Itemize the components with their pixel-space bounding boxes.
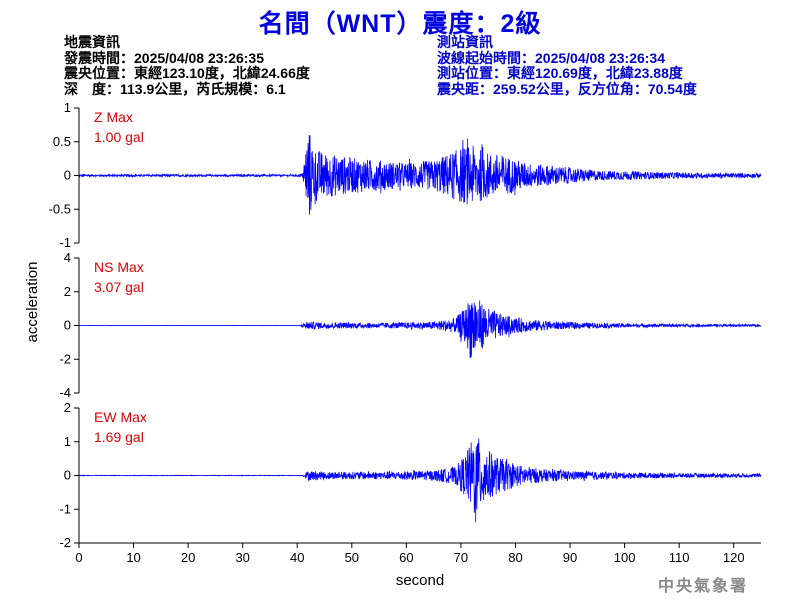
x-tick-label: 30 xyxy=(235,550,249,565)
epicenter-text: 震央位置：東經123.10度，北緯24.66度 xyxy=(64,65,310,81)
earthquake-info-heading: 地震資訊 xyxy=(64,34,120,50)
chart-title: 名間（WNT）震度：2級 xyxy=(258,10,542,38)
x-tick-label: 90 xyxy=(563,550,577,565)
watermark: 中央氣象署 xyxy=(657,576,748,595)
x-tick-label: 100 xyxy=(614,550,636,565)
x-tick-label: 80 xyxy=(508,550,522,565)
y-tick-label: 4 xyxy=(64,250,71,265)
panel-label-z: Z Max xyxy=(94,109,133,125)
origin-time-text: 發震時間：2025/04/08 23:26:35 xyxy=(64,49,264,66)
x-tick-label: 0 xyxy=(75,550,82,565)
y-tick-label: -1 xyxy=(59,235,71,250)
panel-ns: 4 2 0 -2 -4 NS Max 3.07 gal xyxy=(59,250,762,400)
waveform-z xyxy=(78,135,762,215)
station-info-heading: 測站資訊 xyxy=(437,34,493,50)
x-tick-label: 120 xyxy=(723,550,745,565)
y-axis-label: acceleration xyxy=(24,262,41,343)
waveform-ns xyxy=(78,300,762,359)
earthquake-info-block: 地震資訊 發震時間：2025/04/08 23:26:35 震央位置：東經123.1… xyxy=(64,34,310,97)
y-tick-label: 0 xyxy=(64,318,71,333)
y-tick-label: -4 xyxy=(59,385,71,400)
y-tick-label: -1 xyxy=(59,501,71,516)
epicentral-distance-text: 震央距：259.52公里，反方位角：70.54度 xyxy=(437,80,697,97)
y-tick-label: -2 xyxy=(59,351,71,366)
x-tick-label: 60 xyxy=(399,550,413,565)
panel-z: 1 0.5 0 -0.5 -1 Z Max 1.00 gal xyxy=(49,100,762,250)
x-tick-label: 20 xyxy=(181,550,195,565)
x-tick-label: 10 xyxy=(126,550,140,565)
x-tick-label: 110 xyxy=(669,550,690,565)
y-tick-label: -0.5 xyxy=(49,201,71,216)
arrival-time-text: 波線起始時間：2025/04/08 23:26:34 xyxy=(437,49,665,66)
panel-ew: 2 1 0 -1 -2 EW Max 1.69 gal xyxy=(59,400,762,550)
panel-max-value-ew: 1.69 gal xyxy=(94,429,144,445)
y-tick-label: 0 xyxy=(64,168,71,183)
y-tick-label: 1 xyxy=(64,100,71,115)
x-tick-label: 70 xyxy=(454,550,468,565)
panel-max-value-ns: 3.07 gal xyxy=(94,279,144,295)
y-tick-label: 2 xyxy=(64,284,71,299)
y-tick-label: 1 xyxy=(64,434,71,449)
station-location-text: 測站位置：東經120.69度，北緯23.88度 xyxy=(437,65,683,81)
panel-label-ew: EW Max xyxy=(94,409,147,425)
panel-label-ns: NS Max xyxy=(94,259,144,275)
station-info-block: 測站資訊 波線起始時間：2025/04/08 23:26:34 測站位置：東經120… xyxy=(437,34,697,97)
x-axis-label: second xyxy=(396,572,444,589)
y-tick-label: 0 xyxy=(64,468,71,483)
depth-magnitude-text: 深 度：113.9公里，芮氏規模：6.1 xyxy=(64,80,286,97)
y-tick-label: 0.5 xyxy=(53,134,71,149)
waveform-ew xyxy=(78,438,762,523)
x-tick-label: 50 xyxy=(345,550,359,565)
panel-max-value-z: 1.00 gal xyxy=(94,129,144,145)
y-tick-label: 2 xyxy=(64,400,71,415)
y-tick-label: -2 xyxy=(59,535,71,550)
x-tick-label: 40 xyxy=(290,550,304,565)
